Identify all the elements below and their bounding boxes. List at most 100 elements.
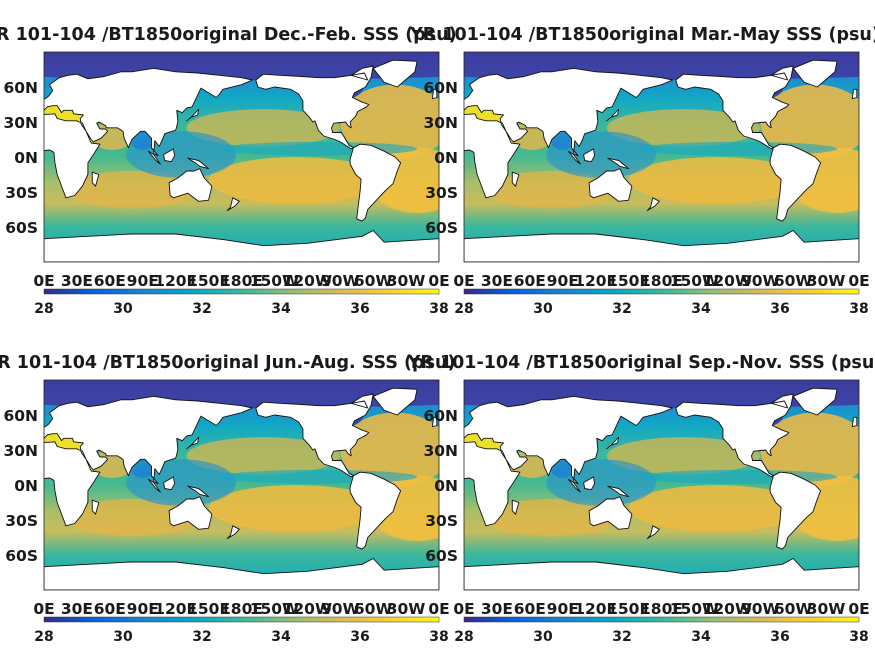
island-borneo <box>583 148 596 163</box>
landmass-antarctica <box>464 558 859 590</box>
lon-tick-label: 0E <box>33 600 54 618</box>
map-frame <box>463 51 860 263</box>
south-pacific-subtropical-max <box>208 485 385 532</box>
landmass-eurasia-africa <box>464 67 673 199</box>
lon-tick-label: 180E <box>640 272 683 290</box>
island-new-zealand <box>226 197 240 212</box>
colorbar <box>43 288 440 295</box>
colorbar-tick-label: 38 <box>849 301 868 317</box>
panel-title: YR 101-104 /BT1850original Sep.-Nov. SSS… <box>407 353 875 373</box>
colorbar-tick-label: 32 <box>192 629 211 645</box>
indian-ocean-subtropical-max <box>485 499 618 537</box>
landmass-antarctica <box>464 230 859 262</box>
salinity-field <box>464 52 859 262</box>
island-new-guinea <box>607 485 630 498</box>
panel-title: YR 101-104 /BT1850original Mar.-May SSS … <box>409 25 875 45</box>
island-uk <box>851 88 858 100</box>
island-new-guinea <box>187 157 210 170</box>
island-borneo <box>583 476 596 491</box>
landmass-south-america <box>769 143 822 222</box>
lon-tick-label: 120E <box>574 272 617 290</box>
colorbar <box>463 288 860 295</box>
north-pacific-subtropical-max <box>606 109 761 147</box>
island-baffin <box>770 400 789 409</box>
colorbar-tick-label: 34 <box>271 629 291 645</box>
lat-tick-label: 30N <box>3 114 38 132</box>
lat-tick-label: 60N <box>423 79 458 97</box>
lon-tick-label: 60E <box>514 600 546 618</box>
colorbar-tick-label: 38 <box>849 629 868 645</box>
salinity-field <box>44 52 439 262</box>
lat-tick-label: 60N <box>3 407 38 425</box>
south-pacific-subtropical-max <box>208 157 385 204</box>
lon-tick-label: 150W <box>670 600 719 618</box>
indian-ocean-subtropical-max <box>65 171 198 209</box>
colorbar-tick-label: 30 <box>113 301 133 317</box>
north-pacific-subtropical-max <box>606 437 761 475</box>
island-borneo <box>163 148 176 163</box>
lon-tick-label: 0E <box>428 600 449 618</box>
island-japan <box>186 108 200 122</box>
island-baffin <box>350 72 369 81</box>
island-uk <box>431 416 438 428</box>
island-sumatra <box>567 150 581 165</box>
lat-tick-label: 30S <box>425 184 458 202</box>
landmass-greenland <box>372 387 418 416</box>
lon-tick-label: 120W <box>283 272 332 290</box>
island-japan <box>606 108 620 122</box>
landmass-antarctica <box>44 558 439 590</box>
island-new-guinea <box>607 157 630 170</box>
landmass-north-america <box>675 393 794 478</box>
island-madagascar <box>511 499 520 515</box>
landmass-greenland <box>792 59 838 88</box>
salinity-field <box>44 380 439 590</box>
landmass-eurasia-africa <box>464 395 673 527</box>
lat-tick-label: 0N <box>14 477 38 495</box>
island-borneo <box>163 476 176 491</box>
colorbar-tick-label: 28 <box>454 629 473 645</box>
south-pacific-subtropical-max <box>628 485 805 532</box>
map-panel-2: YR 101-104 /BT1850original Mar.-May SSS … <box>409 25 875 317</box>
colorbar <box>463 616 860 623</box>
lat-tick-label: 30S <box>425 512 458 530</box>
colorbar-tick-label: 30 <box>533 629 553 645</box>
colorbar-tick-label: 28 <box>34 301 53 317</box>
lon-tick-label: 60E <box>514 272 546 290</box>
colorbar-tick-label: 36 <box>770 301 789 317</box>
colorbar-tick-label: 36 <box>350 301 369 317</box>
island-madagascar <box>91 499 100 515</box>
colorbar-tick-label: 30 <box>113 629 133 645</box>
landmass-australia <box>168 496 213 530</box>
map-frame <box>43 51 440 263</box>
island-madagascar <box>511 171 520 187</box>
lon-tick-label: 60W <box>774 600 813 618</box>
lon-tick-label: 30E <box>61 272 93 290</box>
island-madagascar <box>91 171 100 187</box>
lon-tick-label: 90E <box>127 600 159 618</box>
landmass-antarctica <box>44 230 439 262</box>
lat-tick-label: 0N <box>434 149 458 167</box>
colorbar-tick-label: 32 <box>612 301 631 317</box>
panels: YR 101-104 /BT1850original Dec.-Feb. SSS… <box>0 25 875 645</box>
lon-tick-label: 150E <box>607 272 650 290</box>
lon-tick-label: 150E <box>187 272 230 290</box>
landmass-australia <box>588 496 633 530</box>
lon-tick-label: 30W <box>807 272 846 290</box>
landmass-south-america <box>349 471 402 550</box>
island-new-zealand <box>646 197 660 212</box>
lat-tick-label: 60S <box>5 547 38 565</box>
lat-tick-label: 30S <box>5 184 38 202</box>
lon-tick-label: 120E <box>154 272 197 290</box>
lon-tick-label: 0E <box>848 600 869 618</box>
colorbar-tick-label: 34 <box>691 629 711 645</box>
north-pacific-subtropical-max <box>186 109 341 147</box>
island-baffin <box>350 400 369 409</box>
lon-tick-label: 0E <box>33 272 54 290</box>
colorbar-tick-label: 30 <box>533 301 553 317</box>
map-frame <box>463 379 860 591</box>
colorbar-tick-label: 28 <box>34 629 53 645</box>
indian-ocean-subtropical-max <box>485 171 618 209</box>
landmass-south-america <box>349 143 402 222</box>
lon-tick-label: 180E <box>220 600 263 618</box>
